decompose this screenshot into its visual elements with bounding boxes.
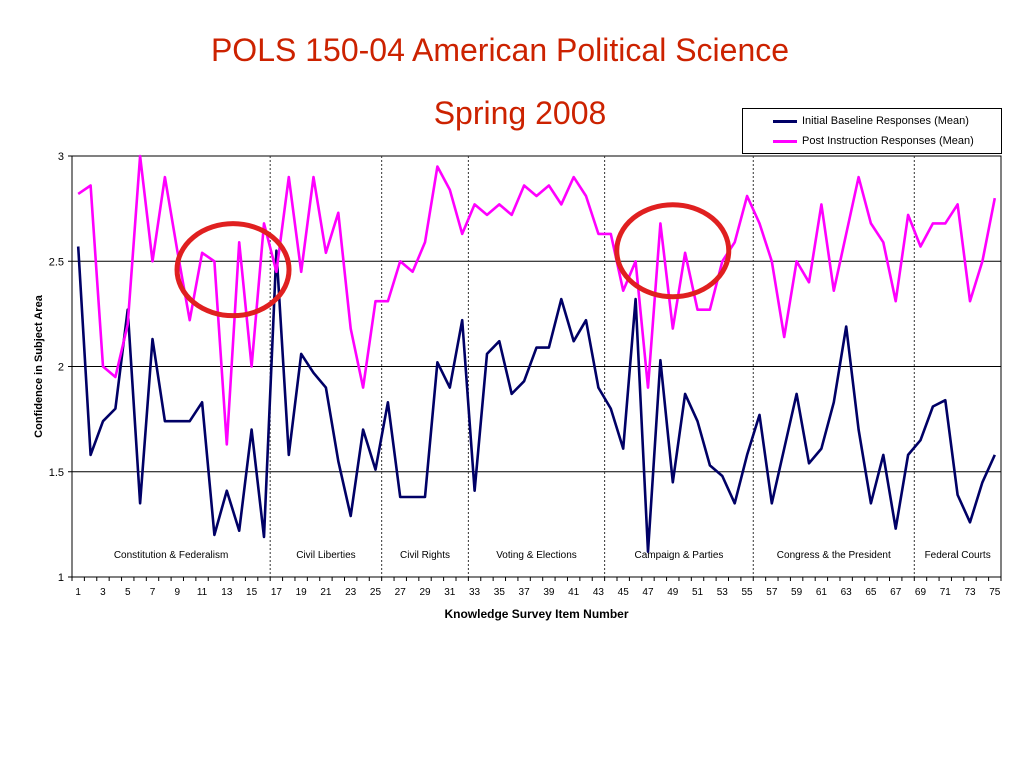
y-tick-label: 2 — [58, 362, 64, 374]
x-tick-label: 15 — [246, 587, 258, 598]
x-tick-label: 13 — [221, 587, 233, 598]
x-tick-label: 1 — [75, 587, 81, 598]
x-tick-label: 69 — [915, 587, 927, 598]
x-tick-label: 11 — [197, 587, 208, 598]
section-label: Civil Rights — [400, 550, 450, 561]
x-tick-label: 45 — [618, 587, 630, 598]
y-tick-label: 2.5 — [49, 256, 64, 268]
x-tick-label: 19 — [296, 587, 308, 598]
slide-subtitle: Spring 2008 — [433, 95, 607, 131]
x-tick-label: 73 — [964, 587, 976, 598]
section-label: Civil Liberties — [296, 550, 355, 561]
x-tick-label: 59 — [791, 587, 803, 598]
highlight-circle — [614, 202, 732, 300]
highlight-circle — [174, 221, 292, 319]
legend-label-baseline: Initial Baseline Responses (Mean) — [802, 115, 969, 127]
legend-swatch-post — [773, 139, 797, 143]
x-tick-label: 25 — [370, 587, 382, 598]
x-tick-label: 51 — [692, 587, 704, 598]
x-tick-label: 71 — [940, 587, 952, 598]
chart-legend: Initial Baseline Responses (Mean) Post I… — [742, 108, 1002, 154]
legend-swatch-baseline — [773, 119, 797, 123]
x-tick-label: 49 — [667, 587, 679, 598]
x-tick-label: 61 — [816, 587, 828, 598]
x-tick-label: 35 — [494, 587, 506, 598]
x-tick-label: 31 — [444, 587, 456, 598]
legend-item-post: Post Instruction Responses (Mean) — [773, 134, 974, 148]
x-tick-label: 39 — [543, 587, 555, 598]
x-tick-label: 63 — [841, 587, 853, 598]
x-tick-label: 27 — [395, 587, 407, 598]
x-tick-label: 57 — [766, 587, 778, 598]
x-tick-label: 5 — [125, 587, 131, 598]
x-tick-label: 7 — [150, 587, 156, 598]
y-tick-label: 1 — [58, 572, 64, 584]
legend-label-post: Post Instruction Responses (Mean) — [802, 135, 974, 147]
x-tick-label: 29 — [419, 587, 431, 598]
x-tick-label: 41 — [568, 587, 580, 598]
section-label: Voting & Elections — [496, 550, 577, 561]
section-label: Congress & the President — [777, 550, 891, 561]
x-tick-label: 43 — [593, 587, 605, 598]
y-tick-label: 3 — [58, 151, 64, 163]
x-tick-label: 33 — [469, 587, 481, 598]
x-tick-label: 53 — [717, 587, 729, 598]
x-tick-label: 37 — [519, 587, 531, 598]
series-line-baseline — [76, 246, 996, 554]
section-label: Constitution & Federalism — [114, 550, 229, 561]
x-tick-label: 65 — [865, 587, 877, 598]
y-tick-label: 1.5 — [49, 467, 64, 479]
series-line-post — [77, 154, 997, 446]
x-axis-title: Knowledge Survey Item Number — [444, 607, 628, 621]
x-tick-label: 9 — [175, 587, 181, 598]
x-tick-label: 23 — [345, 587, 357, 598]
legend-item-baseline: Initial Baseline Responses (Mean) — [773, 114, 969, 128]
x-tick-label: 21 — [320, 587, 332, 598]
section-label: Federal Courts — [925, 550, 991, 561]
y-axis-title: Confidence in Subject Area — [33, 294, 45, 438]
section-label: Campaign & Parties — [634, 550, 723, 561]
x-tick-label: 17 — [271, 587, 283, 598]
x-tick-label: 67 — [890, 587, 902, 598]
x-tick-label: 47 — [642, 587, 654, 598]
x-tick-label: 55 — [742, 587, 754, 598]
x-tick-label: 3 — [100, 587, 106, 598]
slide-title: POLS 150-04 American Political Science — [210, 32, 790, 68]
x-tick-label: 75 — [989, 587, 1001, 598]
